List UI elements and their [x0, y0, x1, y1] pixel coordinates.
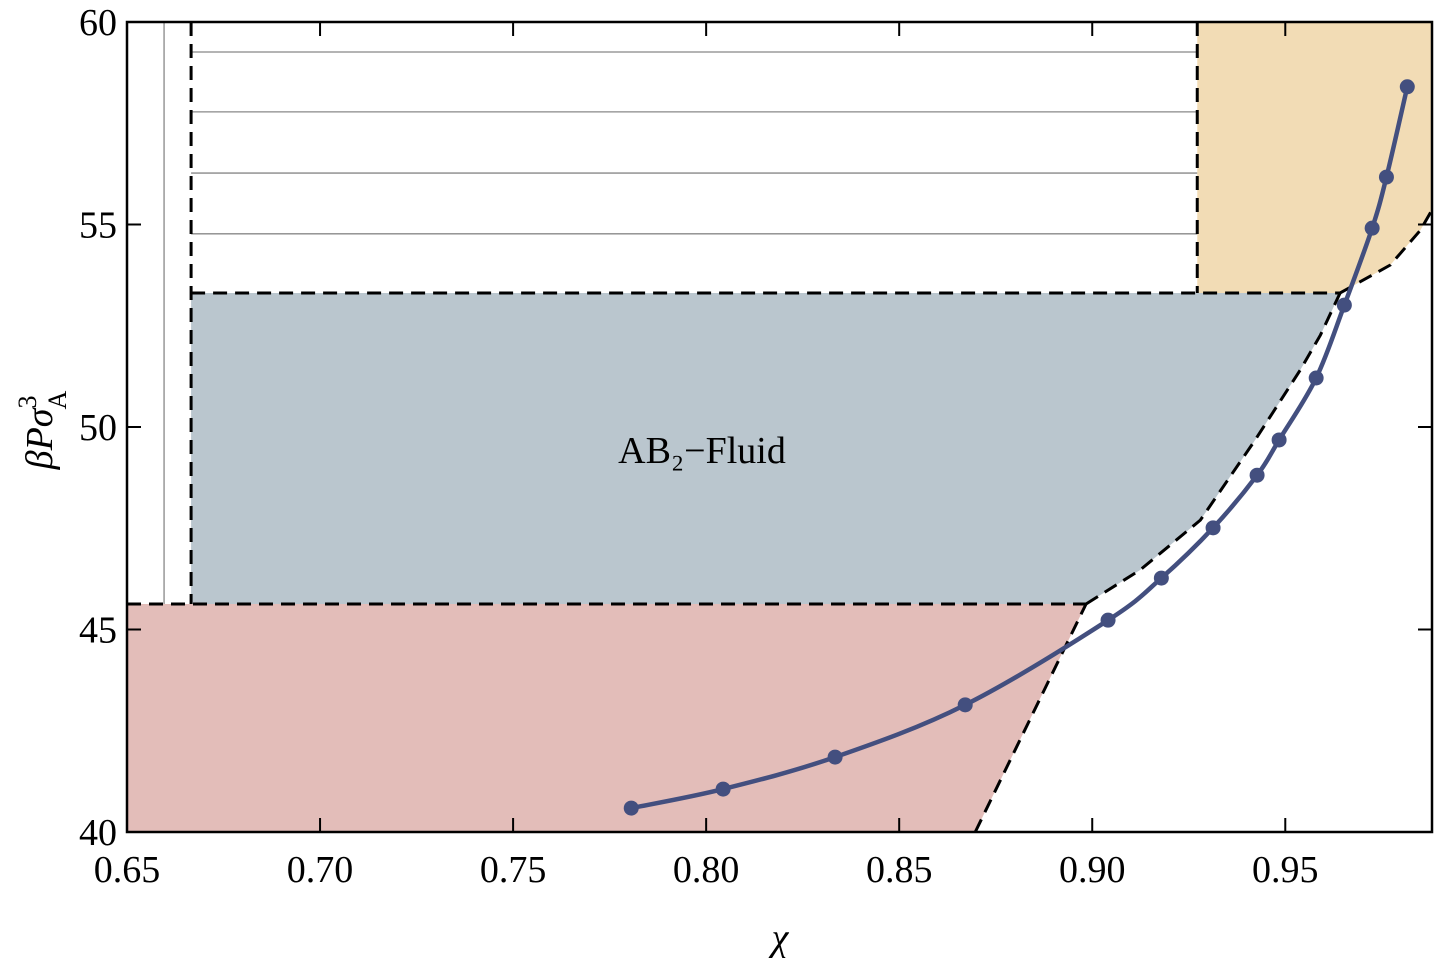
phase-region [127, 603, 1087, 832]
x-tick-label: 0.85 [866, 849, 933, 891]
ticks: 0.65 0.70 0.75 0.80 0.85 0.90 0.95 40 45 50 55 60 [79, 2, 1432, 891]
data-point [957, 697, 973, 713]
y-tick-label: 50 [79, 407, 117, 449]
y-label-sup: 3 [13, 395, 42, 408]
data-point [1364, 220, 1380, 236]
x-tick-label: 0.70 [287, 849, 354, 891]
annotation: AB₂−Fluid [618, 430, 786, 472]
y-label-main: βPσ [19, 407, 61, 470]
boundaries [127, 22, 1434, 833]
data-point [1153, 570, 1169, 586]
data [623, 79, 1415, 816]
data-point [715, 781, 731, 797]
data-point [1205, 520, 1221, 536]
x-tick-label: 0.80 [673, 849, 740, 891]
phase-region [1197, 22, 1432, 293]
data-point [827, 749, 843, 765]
x-tick-label: 0.95 [1252, 849, 1319, 891]
data-point [1378, 169, 1394, 185]
y-tick-label: 55 [79, 205, 117, 247]
y-tick-label: 45 [79, 610, 117, 652]
y-axis-label: βPσ3A [13, 390, 72, 470]
y-tick-label: 40 [79, 812, 117, 854]
data-point [1100, 612, 1116, 628]
y-tick-label: 60 [79, 2, 117, 44]
phase-boundary [973, 603, 1088, 833]
x-tick-label: 0.65 [94, 849, 161, 891]
x-tick-label: 0.90 [1059, 849, 1126, 891]
phase-boundary [1085, 292, 1342, 606]
data-point [1336, 297, 1352, 313]
data-point [1249, 467, 1265, 483]
regions [127, 22, 1432, 832]
y-label-sub: A [43, 390, 72, 409]
data-point [623, 800, 639, 816]
data-point [1399, 79, 1415, 95]
x-axis-label: χ [768, 917, 790, 958]
phase-region [191, 292, 1341, 604]
data-point [1271, 432, 1287, 448]
phase-boundary [1339, 209, 1434, 295]
x-tick-label: 0.75 [480, 849, 547, 891]
data-point [1308, 370, 1324, 386]
